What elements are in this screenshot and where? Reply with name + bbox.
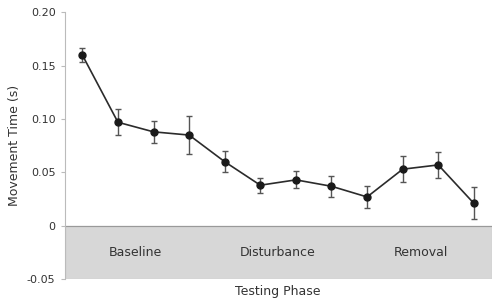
Text: Disturbance: Disturbance (240, 246, 316, 259)
Y-axis label: Movement Time (s): Movement Time (s) (8, 85, 22, 206)
Text: Removal: Removal (394, 246, 448, 259)
Bar (64, 226, 492, 279)
Text: Baseline: Baseline (109, 246, 162, 259)
X-axis label: Testing Phase: Testing Phase (236, 285, 321, 298)
